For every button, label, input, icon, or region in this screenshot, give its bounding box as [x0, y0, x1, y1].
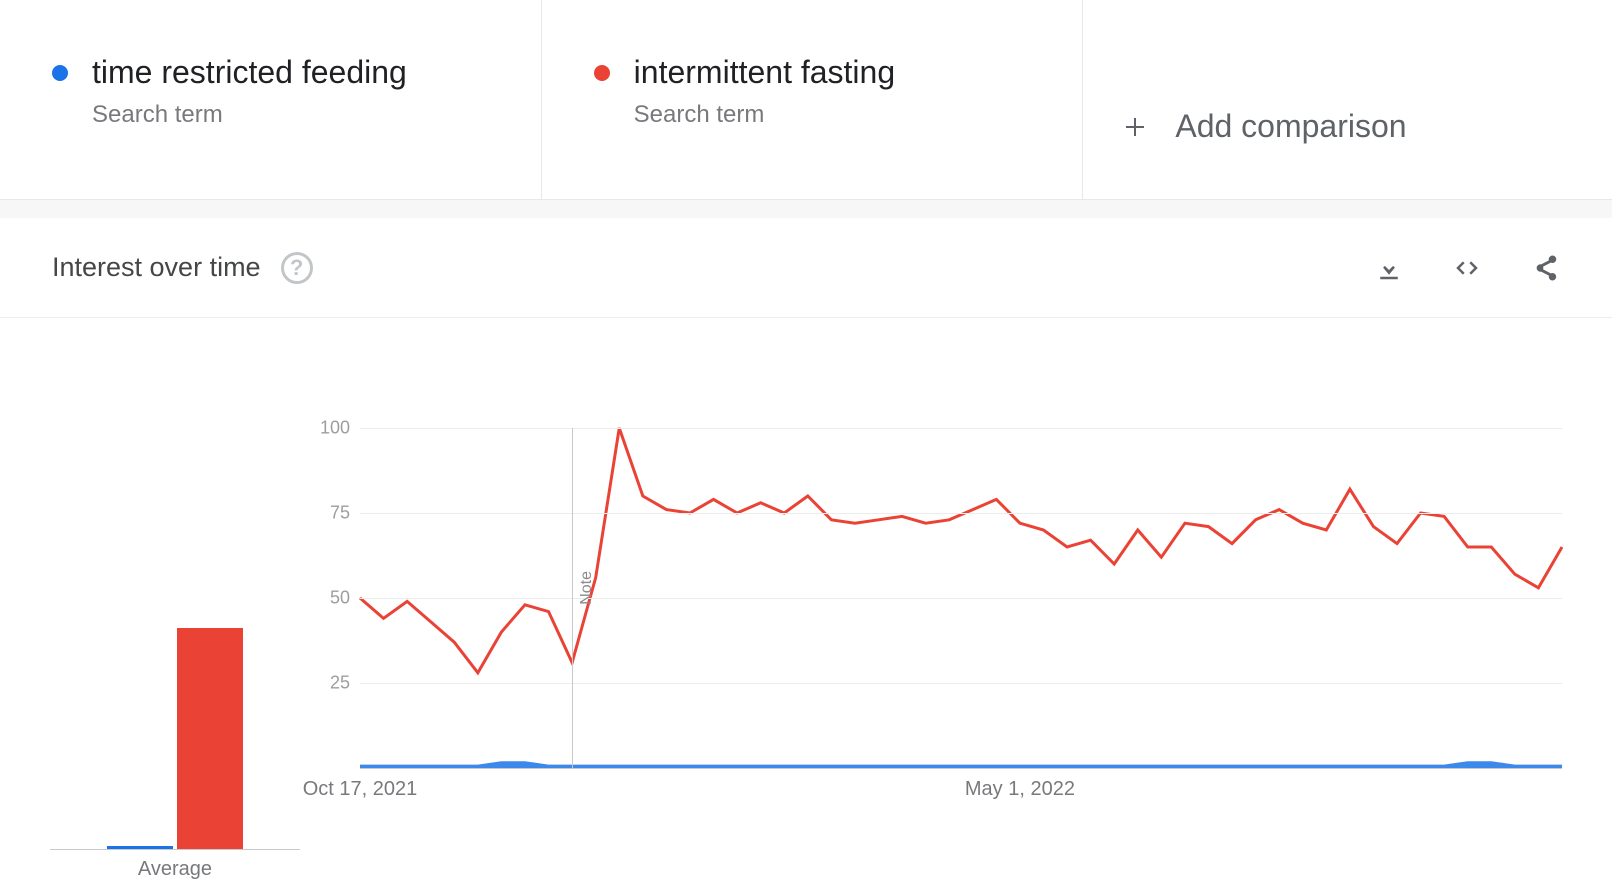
root: time restricted feeding Search term inte…	[0, 0, 1612, 891]
download-icon[interactable]	[1374, 253, 1404, 283]
average-column: Average	[50, 428, 300, 881]
y-tick-label: 25	[330, 673, 350, 694]
baseline	[360, 768, 1562, 769]
card-title: Interest over time	[52, 252, 261, 283]
card-header: Interest over time ?	[0, 218, 1612, 318]
plus-icon	[1123, 115, 1147, 139]
chart-area: Average 255075100 NoteOct 17, 2021May 1,…	[0, 318, 1612, 891]
grid-line	[360, 428, 1562, 429]
average-bar-series-1	[177, 628, 243, 849]
series-line-0	[360, 428, 1562, 673]
term-label: time restricted feeding	[92, 54, 407, 91]
y-axis: 255075100	[300, 428, 360, 768]
term-sublabel: Search term	[634, 101, 1083, 129]
terms-row: time restricted feeding Search term inte…	[0, 0, 1612, 200]
card-actions	[1374, 253, 1560, 283]
y-tick-label: 50	[330, 588, 350, 609]
term-sublabel: Search term	[92, 101, 541, 129]
term-label: intermittent fasting	[634, 54, 895, 91]
note-rule	[572, 428, 573, 768]
interest-card: Interest over time ? Average 25 50	[0, 218, 1612, 891]
note-label: Note	[578, 571, 596, 605]
share-icon[interactable]	[1530, 253, 1560, 283]
term-dot-icon	[594, 65, 610, 81]
embed-icon[interactable]	[1452, 253, 1482, 283]
card-spacer	[0, 200, 1612, 218]
term-cell-1[interactable]: intermittent fasting Search term	[542, 0, 1084, 199]
average-bars	[50, 510, 300, 850]
average-bar-series-0	[107, 846, 173, 849]
grid-line	[360, 598, 1562, 599]
add-comparison-label: Add comparison	[1175, 108, 1406, 145]
x-tick-label: Oct 17, 2021	[303, 778, 418, 801]
plot: NoteOct 17, 2021May 1, 2022	[360, 428, 1562, 768]
series-area-1	[360, 761, 1562, 768]
average-label: Average	[138, 858, 212, 881]
plot-column: 255075100 NoteOct 17, 2021May 1, 2022	[300, 428, 1562, 881]
term-line: intermittent fasting	[594, 54, 1083, 91]
term-dot-icon	[52, 65, 68, 81]
grid-line	[360, 513, 1562, 514]
grid-line	[360, 683, 1562, 684]
term-line: time restricted feeding	[52, 54, 541, 91]
term-cell-0[interactable]: time restricted feeding Search term	[0, 0, 542, 199]
help-icon-glyph: ?	[290, 257, 303, 279]
y-tick-label: 75	[330, 503, 350, 524]
add-comparison-button[interactable]: Add comparison	[1083, 0, 1612, 199]
help-icon[interactable]: ?	[281, 252, 313, 284]
x-tick-label: May 1, 2022	[965, 778, 1075, 801]
y-tick-label: 100	[320, 418, 350, 439]
